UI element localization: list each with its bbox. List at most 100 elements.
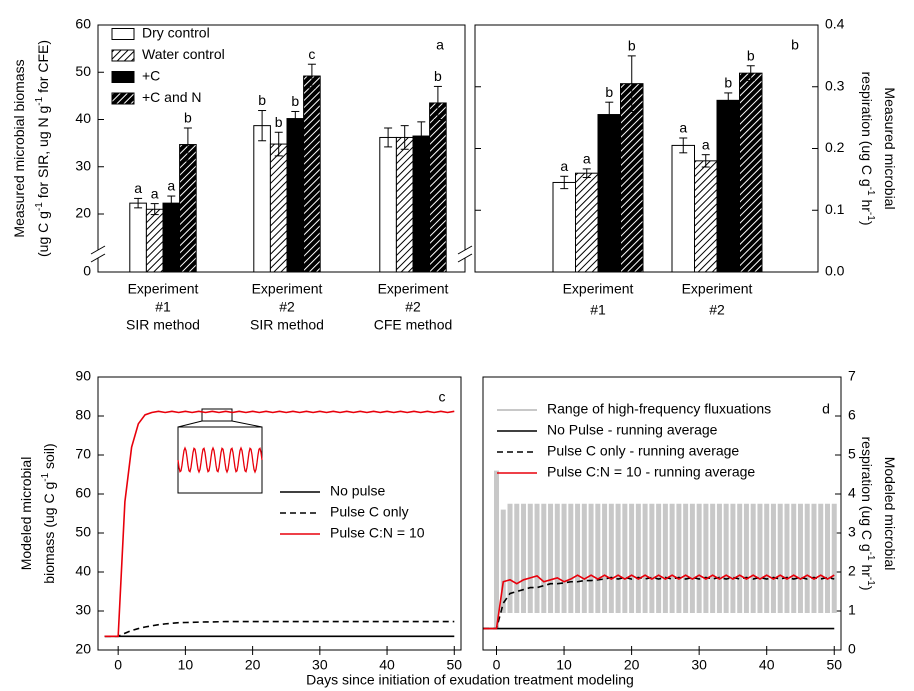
panel-label: d	[822, 401, 830, 417]
bar	[269, 143, 288, 273]
bar	[694, 160, 718, 273]
legend-label: Range of high-frequency fluxuations	[547, 401, 771, 417]
x-tick-label: 30	[312, 657, 328, 673]
bar	[739, 72, 763, 273]
plot-frame	[474, 24, 819, 273]
x-tick-label: #2	[279, 299, 295, 315]
y-tick-label: 80	[75, 407, 91, 423]
y-tick-label: 50	[75, 524, 91, 540]
label-part: for SIR, ug N g	[35, 106, 51, 202]
axis-label: biomass (ug C g-1 soil)	[40, 443, 57, 583]
significance-letter: a	[151, 185, 159, 201]
bar	[162, 202, 181, 273]
label-part: respiration (ug C g	[859, 72, 875, 187]
significance-letter: a	[167, 178, 175, 194]
y-tick-label: 0.1	[825, 201, 845, 217]
y-tick-label: 1	[848, 602, 856, 618]
series-line	[483, 574, 835, 630]
bar	[671, 144, 695, 273]
y-tick-label: 0	[848, 641, 856, 657]
bar	[145, 208, 164, 273]
x-tick-label: 40	[759, 657, 775, 673]
bar	[552, 181, 576, 273]
y-tick-label: 60	[75, 16, 91, 32]
significance-letter: b	[258, 92, 266, 108]
axis-label: (ug C g-1 for SIR, ug N g-1 for CFE)	[34, 40, 51, 257]
axis-label: Modeled microbial	[18, 457, 34, 571]
legend-label: Pulse C:N = 10 - running average	[547, 464, 755, 480]
zoom-connector	[231, 420, 263, 428]
y-tick-label: 7	[848, 368, 856, 384]
bar	[379, 136, 397, 273]
y-tick-label: 5	[848, 446, 856, 462]
label-part: Modeled microbial	[882, 457, 898, 571]
y-tick-label: 6	[848, 407, 856, 423]
significance-letter: b	[291, 93, 299, 109]
significance-letter: c	[308, 46, 315, 62]
label-part: hr	[859, 561, 875, 578]
legend-label: Pulse C:N = 10	[330, 525, 425, 541]
zoom-box	[201, 408, 233, 422]
y-tick-label: 0.3	[825, 77, 845, 93]
axis-break-mark	[90, 253, 106, 263]
x-tick-label: Experiment	[682, 281, 753, 297]
label-part: )	[859, 586, 875, 591]
significance-letter: a	[134, 180, 142, 196]
y-tick-label: 2	[848, 563, 856, 579]
significance-letter: b	[747, 47, 755, 63]
y-tick-label: 40	[75, 563, 91, 579]
significance-letter: b	[184, 110, 192, 126]
x-tick-label: 30	[691, 657, 707, 673]
legend-label: +C and N	[142, 89, 202, 105]
axis-label: respiration (ug C g-1 hr-1)	[859, 72, 876, 226]
bar	[129, 202, 147, 273]
bar	[429, 102, 447, 273]
x-tick-label: SIR method	[126, 317, 200, 333]
legend-label: Dry control	[142, 25, 210, 41]
bar	[179, 144, 197, 273]
superscript: -1	[865, 552, 876, 561]
axis-label: Modeled microbial	[882, 457, 898, 571]
axis-break-mark	[457, 253, 473, 263]
legend-label: No Pulse - running average	[547, 422, 718, 438]
axis-label: Measured microbial	[882, 87, 898, 209]
panel-label: c	[439, 389, 446, 405]
bar	[412, 135, 431, 273]
significance-letter: b	[628, 38, 636, 54]
legend-swatch	[111, 28, 135, 40]
panel-label: b	[791, 37, 799, 53]
superscript: -1	[865, 577, 876, 586]
plot-frame	[97, 24, 466, 273]
y-tick-label: 70	[75, 446, 91, 462]
plot-frame	[482, 376, 842, 651]
x-tick-label: #2	[405, 299, 421, 315]
superscript: -1	[40, 472, 51, 481]
label-part: respiration (ug C g	[859, 437, 875, 552]
y-tick-label: 30	[75, 157, 91, 173]
superscript: -1	[865, 212, 876, 221]
label-part: (ug C g	[35, 211, 51, 257]
legend-label: No pulse	[330, 483, 385, 499]
plot-frame	[97, 376, 462, 651]
superscript: -1	[865, 187, 876, 196]
significance-letter: b	[724, 75, 732, 91]
y-tick-label: 40	[75, 110, 91, 126]
y-tick-label: 20	[75, 641, 91, 657]
x-axis-label: Days since initiation of exudation treat…	[306, 672, 634, 688]
bar	[395, 136, 414, 273]
label-part: soil)	[41, 443, 57, 473]
y-tick-label: 20	[75, 205, 91, 221]
label-part: hr	[859, 196, 875, 213]
legend-label: Pulse C only - running average	[547, 443, 739, 459]
x-tick-label: Experiment	[378, 281, 449, 297]
y-tick-label: 50	[75, 63, 91, 79]
legend-label: Water control	[142, 46, 225, 62]
series-line	[104, 410, 455, 638]
y-tick-label: 4	[848, 485, 856, 501]
axis-break-gap	[462, 250, 468, 258]
x-tick-label: #2	[709, 302, 725, 318]
x-tick-label: 0	[493, 657, 501, 673]
legend-swatch	[111, 49, 135, 62]
x-tick-label: 10	[178, 657, 194, 673]
